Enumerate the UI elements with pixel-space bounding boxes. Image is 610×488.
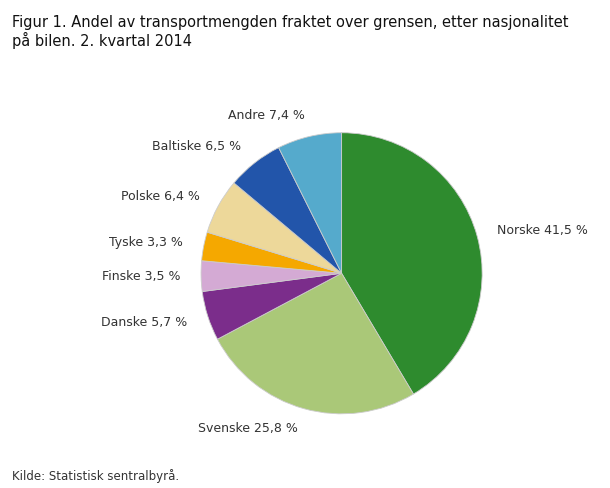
Wedge shape	[279, 133, 342, 273]
Text: Finske 3,5 %: Finske 3,5 %	[101, 270, 180, 283]
Wedge shape	[207, 183, 342, 273]
Wedge shape	[342, 133, 482, 394]
Text: Svenske 25,8 %: Svenske 25,8 %	[198, 423, 298, 435]
Wedge shape	[203, 273, 342, 339]
Text: Kilde: Statistisk sentralbyrå.: Kilde: Statistisk sentralbyrå.	[12, 469, 179, 483]
Text: Danske 5,7 %: Danske 5,7 %	[101, 316, 188, 329]
Text: Baltiske 6,5 %: Baltiske 6,5 %	[152, 140, 242, 153]
Text: Figur 1. Andel av transportmengden fraktet over grensen, etter nasjonalitet
på b: Figur 1. Andel av transportmengden frakt…	[12, 15, 569, 49]
Text: Polske 6,4 %: Polske 6,4 %	[121, 190, 199, 203]
Wedge shape	[234, 148, 342, 273]
Text: Andre 7,4 %: Andre 7,4 %	[228, 109, 304, 122]
Wedge shape	[217, 273, 414, 414]
Text: Tyske 3,3 %: Tyske 3,3 %	[109, 236, 183, 249]
Wedge shape	[201, 261, 342, 291]
Wedge shape	[202, 232, 342, 273]
Text: Norske 41,5 %: Norske 41,5 %	[497, 224, 588, 237]
